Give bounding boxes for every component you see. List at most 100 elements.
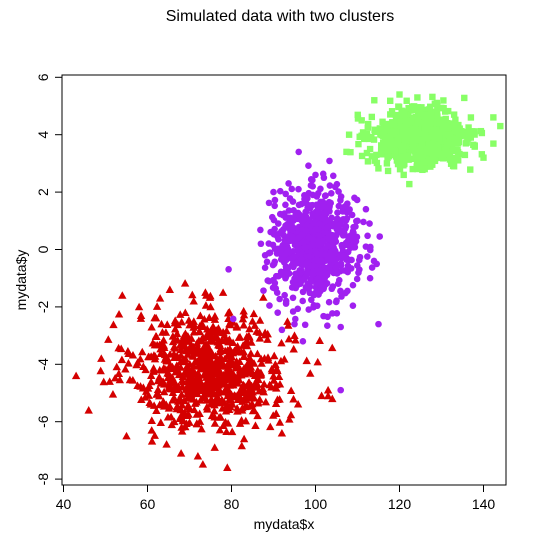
circle-point: [290, 207, 297, 214]
triangle-point: [267, 382, 276, 391]
circle-point: [292, 270, 299, 278]
square-point: [409, 165, 416, 173]
triangle-point: [192, 397, 201, 406]
circle-point: [276, 295, 283, 303]
triangle-point: [195, 327, 204, 336]
square-point: [446, 156, 454, 163]
square-point: [343, 148, 350, 156]
triangle-point: [181, 346, 191, 355]
square-point: [371, 97, 378, 104]
circle-point: [337, 193, 345, 200]
square-point: [364, 124, 371, 131]
triangle-point: [235, 419, 245, 427]
square-point: [409, 143, 417, 150]
triangle-point: [208, 322, 218, 330]
triangle-point: [251, 421, 260, 429]
square-point: [446, 130, 454, 137]
triangle-point: [182, 365, 192, 374]
circle-point: [301, 321, 309, 329]
x-tick-label: 40: [56, 496, 72, 512]
square-point: [359, 129, 367, 136]
square-point: [463, 139, 470, 146]
square-point: [435, 129, 443, 136]
triangle-point: [244, 332, 253, 340]
square-point: [434, 102, 441, 110]
square-point: [467, 134, 475, 141]
triangle-point: [147, 437, 157, 445]
square-point: [455, 138, 463, 146]
triangle-point: [213, 333, 222, 342]
triangle-point: [226, 360, 236, 369]
circle-point: [307, 278, 315, 286]
square-point: [368, 113, 376, 121]
square-point: [428, 112, 435, 119]
square-point: [403, 97, 410, 104]
square-point: [358, 132, 365, 139]
triangle-point: [263, 335, 272, 343]
circle-point: [283, 249, 290, 257]
triangle-point: [323, 391, 333, 400]
circle-point: [291, 315, 299, 323]
triangle-point: [199, 358, 208, 366]
triangle-point: [221, 346, 230, 355]
circle-point: [257, 240, 265, 248]
triangle-point: [244, 378, 254, 386]
triangle-point: [269, 376, 279, 384]
square-point: [387, 147, 394, 154]
triangle-point: [233, 379, 243, 387]
triangle-point: [283, 317, 292, 325]
triangle-point: [163, 412, 173, 421]
circle-point: [290, 216, 298, 223]
triangle-point: [257, 359, 266, 367]
circle-point: [276, 187, 284, 195]
circle-point: [303, 208, 310, 215]
square-point: [418, 154, 425, 161]
square-point: [392, 111, 400, 119]
circle-point: [309, 262, 317, 269]
square-point: [455, 121, 462, 129]
square-point: [355, 140, 362, 148]
circle-point: [301, 213, 308, 221]
triangle-point: [153, 385, 163, 394]
triangle-point: [239, 434, 249, 443]
square-point: [421, 165, 428, 173]
square-point: [421, 126, 428, 133]
triangle-point: [290, 331, 299, 339]
triangle-point: [195, 409, 204, 418]
triangle-point: [207, 386, 217, 394]
square-point: [387, 97, 394, 104]
triangle-point: [176, 351, 186, 359]
triangle-point: [306, 369, 315, 377]
circle-point: [310, 267, 317, 275]
triangle-point: [255, 369, 265, 377]
y-tick-label: 2: [35, 188, 51, 196]
square-point: [429, 129, 436, 136]
circle-point: [343, 208, 351, 216]
triangle-point: [277, 428, 287, 437]
triangle-point: [289, 394, 298, 403]
triangle-point: [168, 376, 177, 385]
triangle-point: [152, 302, 162, 310]
circle-point: [344, 262, 352, 270]
square-point: [421, 111, 428, 119]
triangle-point: [177, 317, 186, 326]
triangle-point: [223, 391, 232, 400]
square-point: [393, 119, 401, 126]
triangle-point: [163, 320, 172, 328]
triangle-point: [164, 404, 174, 412]
triangle-point: [191, 385, 200, 393]
triangle-point: [187, 334, 196, 342]
square-point: [445, 124, 452, 132]
circle-point: [294, 246, 302, 253]
triangle-point: [328, 394, 337, 403]
square-point: [394, 156, 402, 163]
triangle-point: [271, 399, 281, 408]
triangle-point: [210, 412, 219, 421]
square-point: [373, 151, 380, 159]
triangle-point: [229, 380, 238, 389]
triangle-point: [166, 360, 175, 369]
square-point: [413, 129, 420, 136]
y-axis: -8 -6 -4 -2 0 2 4 6: [35, 73, 62, 485]
triangle-point: [225, 344, 235, 353]
triangle-point: [284, 334, 294, 343]
